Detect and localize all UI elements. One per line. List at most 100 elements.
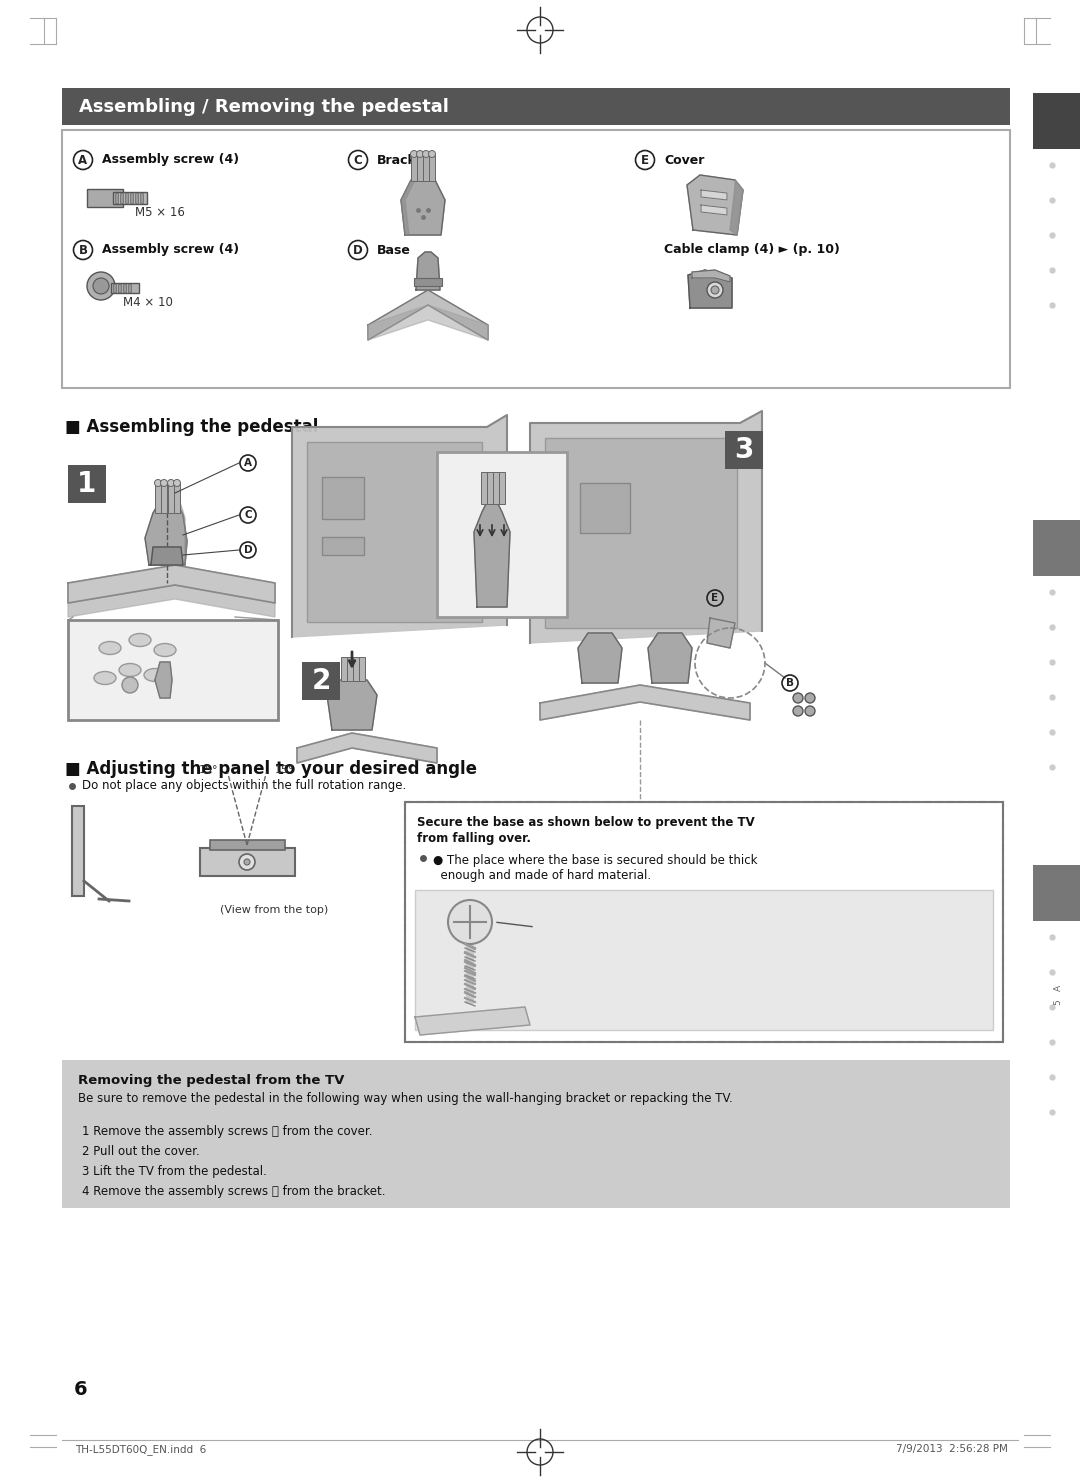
Text: C: C [353, 154, 363, 167]
Text: D: D [244, 544, 253, 555]
Bar [168, 484, 174, 513]
Text: Diameter: 3 mm
Length: 25 - 30 mm: Diameter: 3 mm Length: 25 - 30 mm [538, 967, 654, 1000]
Text: from falling over.: from falling over. [417, 833, 531, 845]
Text: 6: 6 [75, 1380, 87, 1399]
Polygon shape [707, 618, 735, 648]
Text: Assembling / Removing the pedestal: Assembling / Removing the pedestal [79, 98, 449, 115]
Polygon shape [151, 547, 183, 565]
Bar [347, 657, 353, 680]
Text: Cable clamp (4) ► (p. 10): Cable clamp (4) ► (p. 10) [664, 244, 840, 256]
Circle shape [793, 705, 804, 716]
Polygon shape [701, 206, 727, 214]
Text: B: B [79, 244, 87, 256]
Bar [307, 442, 482, 623]
Bar [417, 155, 423, 180]
Bar [322, 537, 364, 555]
Text: 15°: 15° [200, 765, 219, 775]
Circle shape [161, 479, 167, 487]
Circle shape [87, 272, 114, 300]
Polygon shape [530, 411, 762, 643]
Circle shape [793, 694, 804, 703]
Circle shape [805, 694, 815, 703]
Bar [62, 87, 1010, 126]
Polygon shape [648, 633, 692, 683]
Bar [499, 472, 505, 504]
Bar [405, 802, 1003, 1043]
Text: Cover: Cover [664, 154, 704, 167]
Bar [135, 192, 138, 203]
Text: 5: 5 [1053, 1000, 1063, 1004]
Text: TH-L55DT60Q_EN.indd  6: TH-L55DT60Q_EN.indd 6 [75, 1444, 206, 1455]
Text: E: E [712, 593, 718, 603]
Text: D: D [353, 244, 363, 256]
Bar [140, 192, 143, 203]
Text: ■ Adjusting the panel to your desired angle: ■ Adjusting the panel to your desired an… [65, 760, 477, 778]
Text: Do not place any objects within the full rotation range.: Do not place any objects within the full… [82, 779, 406, 793]
Ellipse shape [119, 664, 141, 676]
Bar [341, 657, 347, 680]
Polygon shape [327, 680, 377, 731]
Circle shape [711, 285, 719, 294]
Text: 2: 2 [311, 667, 330, 695]
Text: Secure the base as shown below to prevent the TV: Secure the base as shown below to preven… [417, 816, 755, 830]
Bar [123, 284, 126, 291]
Circle shape [448, 901, 492, 944]
Circle shape [422, 151, 430, 157]
Bar [487, 472, 492, 504]
Bar [429, 155, 435, 180]
Bar [114, 192, 118, 203]
Bar [118, 284, 121, 291]
Bar [72, 806, 84, 896]
Polygon shape [368, 305, 488, 340]
Polygon shape [415, 1007, 530, 1035]
Circle shape [429, 151, 435, 157]
Text: 4 Remove the assembly screws Ⓐ from the bracket.: 4 Remove the assembly screws Ⓐ from the … [82, 1185, 386, 1198]
Polygon shape [692, 271, 730, 282]
Bar [322, 478, 364, 519]
Bar [437, 453, 567, 617]
Circle shape [93, 278, 109, 294]
Circle shape [239, 853, 255, 870]
Polygon shape [401, 180, 445, 235]
Polygon shape [687, 175, 743, 235]
Text: C: C [244, 510, 252, 521]
Circle shape [244, 859, 249, 865]
Text: 7/9/2013  2:56:28 PM: 7/9/2013 2:56:28 PM [896, 1444, 1008, 1454]
Bar [129, 284, 131, 291]
Text: Base: Base [377, 244, 410, 256]
Bar [405, 802, 1003, 1043]
Text: 1: 1 [78, 470, 96, 498]
Bar [415, 890, 993, 1029]
Bar [580, 484, 630, 532]
Circle shape [122, 677, 138, 694]
Bar [725, 430, 762, 469]
Text: ■ Assembling the pedestal: ■ Assembling the pedestal [65, 419, 319, 436]
Bar [423, 155, 429, 180]
Bar [87, 189, 123, 207]
Text: Removing the pedestal from the TV: Removing the pedestal from the TV [78, 1074, 345, 1087]
Text: Be sure to remove the pedestal in the following way when using the wall-hanging : Be sure to remove the pedestal in the fo… [78, 1092, 732, 1105]
Text: enough and made of hard material.: enough and made of hard material. [433, 870, 651, 881]
Bar [359, 657, 365, 680]
Text: A: A [79, 154, 87, 167]
Text: 2 Pull out the cover.: 2 Pull out the cover. [82, 1145, 200, 1158]
Bar [481, 472, 487, 504]
Polygon shape [145, 503, 187, 565]
Text: 15°: 15° [275, 765, 295, 775]
Ellipse shape [154, 643, 176, 657]
Bar [62, 130, 1010, 387]
Polygon shape [474, 501, 510, 606]
Bar [411, 155, 417, 180]
Bar [174, 484, 180, 513]
Bar [156, 484, 161, 513]
Text: M5 × 16: M5 × 16 [135, 207, 185, 219]
Bar [1032, 521, 1080, 575]
Polygon shape [156, 663, 172, 698]
Circle shape [417, 151, 423, 157]
Polygon shape [177, 503, 187, 565]
Bar [113, 192, 147, 204]
Text: A: A [244, 458, 252, 467]
Text: Assembly screw (4): Assembly screw (4) [102, 244, 239, 256]
Circle shape [154, 479, 162, 487]
Bar [302, 663, 340, 700]
